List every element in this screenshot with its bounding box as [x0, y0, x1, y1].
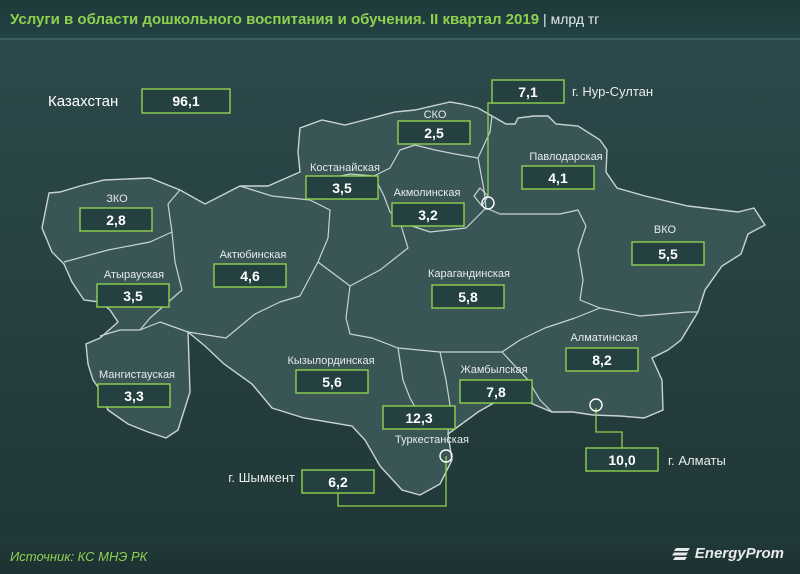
region-value-box-kyzylorda — [295, 369, 369, 394]
region-label-atyrau: Атырауская — [104, 269, 164, 281]
region-value-box-vko — [631, 241, 705, 266]
city-value-box-nur-sultan — [491, 79, 565, 104]
region-value-zko: 2,8 — [106, 212, 126, 228]
region-label-karaganda: Карагандинская — [428, 268, 510, 280]
border-atyrau-aktobe — [139, 231, 183, 331]
region-value-box-kostanay — [305, 175, 379, 200]
region-value-almaty-region: 8,2 — [592, 352, 612, 368]
energyprom-logo-icon — [671, 547, 690, 560]
region-label-vko: ВКО — [654, 224, 677, 236]
region-value-box-pavlodar — [521, 165, 595, 190]
region-value-box-mangistau — [97, 383, 171, 408]
region-value-turkestan: 12,3 — [405, 410, 432, 426]
leader-almaty — [595, 408, 623, 448]
city-value-nur-sultan: 7,1 — [518, 84, 538, 100]
city-value-almaty: 10,0 — [608, 452, 635, 468]
region-label-mangistau: Мангистауская — [99, 369, 175, 381]
region-label-aktobe: Актюбинская — [220, 249, 287, 261]
source-note: Источник: КС МНЭ РК — [10, 549, 148, 564]
border-zko-atyrau — [63, 231, 173, 263]
region-value-mangistau: 3,3 — [124, 388, 144, 404]
border-karaganda-akmola-tail — [349, 221, 409, 287]
region-value-kostanay: 3,5 — [332, 180, 352, 196]
region-label-akmola: Акмолинская — [394, 187, 461, 199]
region-value-box-turkestan — [382, 405, 456, 430]
region-label-kyzylorda: Кызылординская — [287, 355, 374, 367]
region-label-almaty-region: Алматинская — [570, 332, 637, 344]
city-label-shymkent: г. Шымкент — [228, 470, 295, 485]
region-label-turkestan: Туркестанская — [395, 434, 469, 446]
region-value-box-almaty-region — [565, 347, 639, 372]
region-label-kostanay: Костанайская — [310, 162, 380, 174]
title-text: Услуги в области дошкольного воспитания … — [10, 11, 540, 28]
border-zko-aktobe — [167, 189, 181, 233]
chart-title: Услуги в области дошкольного воспитания … — [10, 11, 599, 28]
region-value-box-zko — [79, 207, 153, 232]
city-value-box-shymkent — [301, 469, 375, 494]
border-karaganda-west — [317, 261, 399, 349]
region-value-karaganda: 5,8 — [458, 289, 478, 305]
border-zhambyl-almaty — [501, 351, 553, 413]
total-value: 96,1 — [172, 93, 199, 109]
region-value-zhambyl: 7,8 — [486, 384, 506, 400]
region-value-box-atyrau — [96, 283, 170, 308]
region-value-sko: 2,5 — [424, 125, 444, 141]
region-value-box-akmola — [391, 202, 465, 227]
unit-label: | млрд тг — [543, 11, 600, 27]
region-value-box-karaganda — [431, 284, 505, 309]
region-label-pavlodar: Павлодарская — [529, 151, 602, 163]
shymkent-marker-icon — [439, 449, 453, 463]
border-atyrau-mangistau — [99, 321, 189, 337]
region-value-atyrau: 3,5 — [123, 288, 143, 304]
region-value-box-sko — [397, 120, 471, 145]
region-value-kyzylorda: 5,6 — [322, 374, 342, 390]
footer-bar: Источник: КС МНЭ РК EnergyProm — [0, 536, 800, 574]
city-label-almaty: г. Алматы — [668, 453, 726, 468]
region-value-pavlodar: 4,1 — [548, 170, 568, 186]
nur-sultan-marker-icon — [481, 196, 495, 210]
leader-shymkent — [337, 456, 447, 507]
border-pavlodar-vko — [577, 225, 698, 317]
city-value-box-almaty — [585, 447, 659, 472]
region-label-sko: СКО — [424, 109, 447, 121]
border-sko-pavlodar — [477, 115, 493, 159]
region-label-zhambyl: Жамбылская — [460, 364, 527, 376]
region-value-akmola: 3,2 — [418, 207, 438, 223]
border-karaganda-almaty — [501, 307, 601, 353]
header-bar: Услуги в области дошкольного воспитания … — [0, 0, 800, 40]
total-label: Казахстан — [48, 93, 118, 110]
almaty-marker-icon — [589, 398, 603, 412]
region-value-aktobe: 4,6 — [240, 268, 260, 284]
border-aktobe-kyzylorda — [187, 261, 319, 339]
kazakhstan-map: Казахстан 96,1 ЗКО 2,8 Атырауская 3,5 Ма… — [41, 79, 767, 507]
border-akmola-karaganda — [399, 207, 487, 233]
region-label-zko: ЗКО — [106, 193, 128, 205]
brand-logo: EnergyProm — [671, 545, 784, 562]
region-value-box-aktobe — [213, 263, 287, 288]
total-value-box — [141, 88, 231, 114]
city-label-nur-sultan: г. Нур-Султан — [572, 84, 653, 99]
region-value-vko: 5,5 — [658, 246, 678, 262]
city-value-shymkent: 6,2 — [328, 474, 348, 490]
brand-name: EnergyProm — [694, 545, 784, 562]
region-value-box-zhambyl — [459, 379, 533, 404]
border-kostanay-sko — [373, 144, 479, 177]
border-aktobe-kostanay — [239, 185, 331, 263]
country-outline — [41, 101, 767, 496]
border-karaganda-zhambyl — [397, 347, 502, 353]
